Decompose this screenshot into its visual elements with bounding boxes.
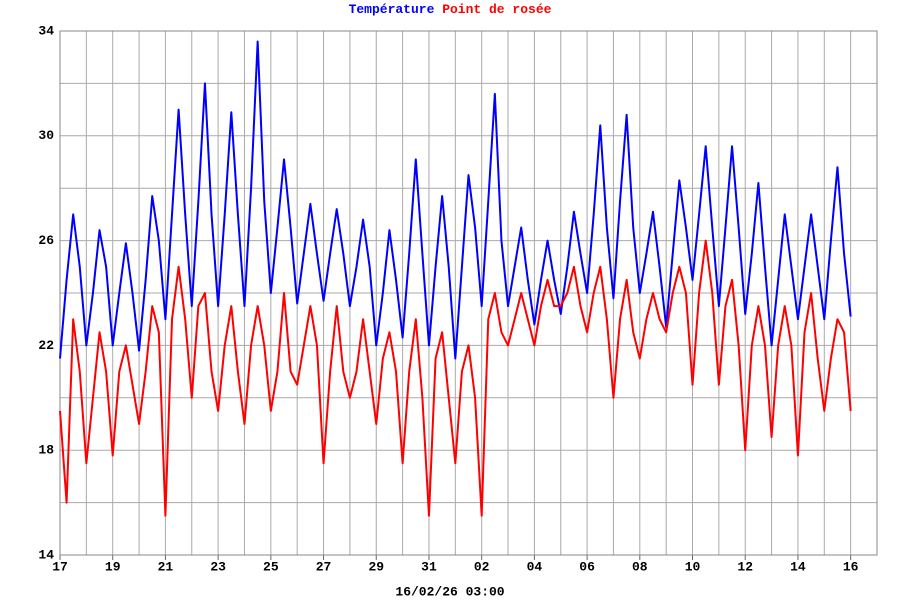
line-series xyxy=(59,239,852,517)
line-series xyxy=(59,40,852,360)
x-tick-label: 25 xyxy=(263,559,279,574)
x-tick-label: 16 xyxy=(843,559,859,574)
x-tick-label: 29 xyxy=(368,559,384,574)
x-tick-label: 31 xyxy=(421,559,437,574)
x-tick-label: 08 xyxy=(632,559,648,574)
y-tick-label: 14 xyxy=(38,547,54,562)
x-tick-label: 12 xyxy=(737,559,753,574)
y-tick-label: 34 xyxy=(38,23,54,38)
x-tick-label: 10 xyxy=(685,559,701,574)
x-tick-label: 02 xyxy=(474,559,490,574)
y-tick-label: 26 xyxy=(38,233,54,248)
x-tick-label: 14 xyxy=(790,559,806,574)
x-tick-label: 04 xyxy=(527,559,543,574)
x-tick-label: 19 xyxy=(105,559,121,574)
x-axis-label: 16/02/26 03:00 xyxy=(395,584,504,599)
x-tick-label: 17 xyxy=(52,559,68,574)
x-tick-label: 23 xyxy=(210,559,226,574)
plot-frame xyxy=(59,30,878,556)
x-tick-label: 21 xyxy=(158,559,174,574)
chart-title: Température Point de rosée xyxy=(349,2,552,17)
y-tick-label: 30 xyxy=(38,128,54,143)
legend-entry: Point de rosée xyxy=(442,2,551,17)
x-tick-label: 27 xyxy=(316,559,332,574)
y-tick-label: 18 xyxy=(38,443,54,458)
x-tick-label: 06 xyxy=(579,559,595,574)
legend-entry: Température xyxy=(349,2,435,17)
y-tick-label: 22 xyxy=(38,338,54,353)
